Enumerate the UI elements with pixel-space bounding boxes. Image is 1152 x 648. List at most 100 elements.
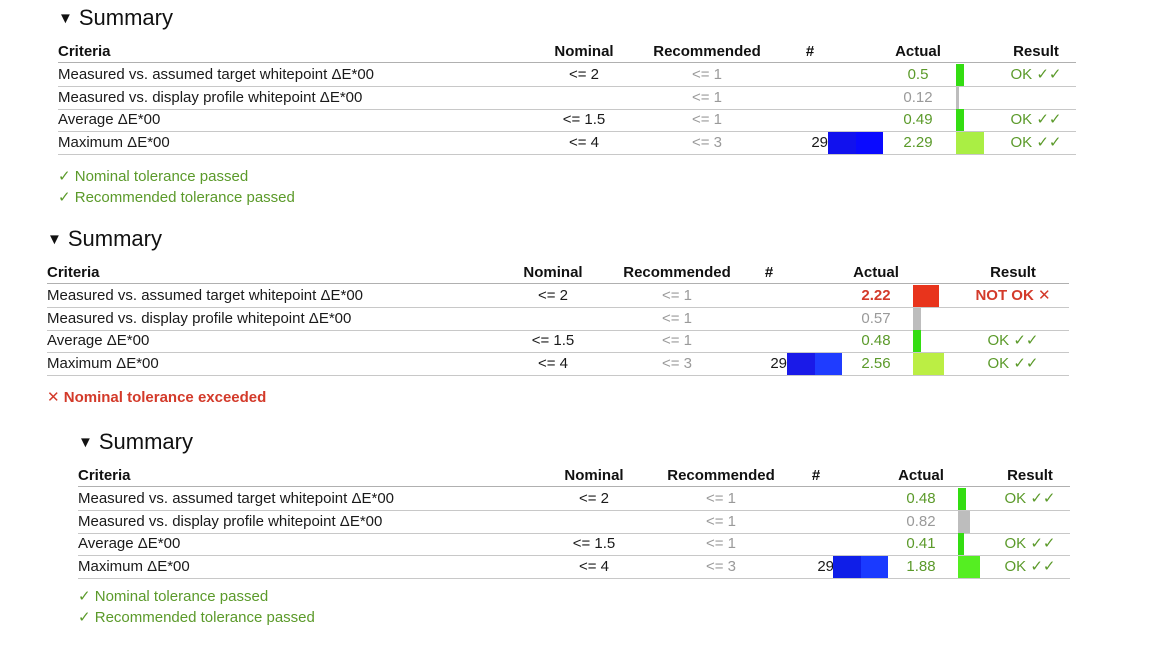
collapse-triangle-icon[interactable]: ▼ bbox=[58, 10, 73, 27]
header-count: # bbox=[805, 43, 815, 60]
criteria-cell: Measured vs. assumed target whitepoint Δ… bbox=[78, 490, 395, 507]
actual-cell: 0.48 bbox=[861, 332, 891, 349]
criteria-cell: Maximum ΔE*00 bbox=[78, 557, 190, 575]
nominal-cell: <= 4 bbox=[568, 133, 600, 151]
result-cell: OK ✓✓ bbox=[987, 354, 1039, 372]
nominal-cell: <= 1.5 bbox=[562, 111, 606, 128]
criteria-cell: Maximum ΔE*00 bbox=[47, 354, 159, 372]
tolerance-note: ✓ Nominal tolerance passed bbox=[78, 588, 269, 605]
header-result: Result bbox=[990, 264, 1036, 281]
actual-cell: 0.57 bbox=[861, 309, 891, 327]
recommended-cell: <= 1 bbox=[705, 512, 737, 530]
actual-cell: 2.29 bbox=[903, 133, 933, 151]
header-criteria: Criteria bbox=[78, 467, 131, 484]
actual-indicator-bar bbox=[956, 109, 964, 131]
criteria-cell: Average ΔE*00 bbox=[78, 535, 181, 552]
header-result: Result bbox=[1013, 43, 1059, 60]
header-count: # bbox=[811, 467, 821, 484]
worst-patch-swatch bbox=[833, 555, 861, 578]
header-actual: Actual bbox=[898, 467, 944, 484]
row-divider bbox=[78, 532, 1070, 534]
section-title: Summary bbox=[98, 429, 193, 454]
criteria-cell: Measured vs. display profile whitepoint … bbox=[58, 88, 363, 106]
actual-indicator-bar bbox=[958, 488, 966, 510]
actual-cell: 0.49 bbox=[903, 111, 933, 128]
criteria-cell: Average ΔE*00 bbox=[47, 332, 150, 349]
result-cell: OK ✓✓ bbox=[987, 332, 1039, 349]
criteria-cell: Average ΔE*00 bbox=[58, 111, 161, 128]
actual-cell: 0.48 bbox=[906, 490, 936, 507]
criteria-cell: Measured vs. assumed target whitepoint Δ… bbox=[58, 66, 375, 83]
tolerance-note: ✓ Recommended tolerance passed bbox=[78, 609, 315, 626]
header-nominal: Nominal bbox=[554, 43, 614, 60]
recommended-cell: <= 1 bbox=[691, 111, 723, 128]
recommended-cell: <= 1 bbox=[661, 309, 693, 327]
header-recommended: Recommended bbox=[623, 264, 731, 281]
section-toggle[interactable]: ▼ Summary bbox=[47, 226, 162, 253]
worst-patch-swatch bbox=[856, 131, 883, 154]
header-recommended: Recommended bbox=[653, 43, 761, 60]
patch-count-cell: 29 bbox=[811, 133, 828, 151]
row-divider bbox=[58, 108, 1076, 110]
actual-cell: 0.5 bbox=[907, 66, 929, 83]
result-cell: OK ✓✓ bbox=[1010, 111, 1062, 128]
result-cell: OK ✓✓ bbox=[1004, 535, 1056, 552]
table-header-divider bbox=[78, 486, 1070, 487]
recommended-cell: <= 1 bbox=[705, 490, 737, 507]
actual-indicator-bar bbox=[913, 330, 921, 352]
result-cell: OK ✓✓ bbox=[1004, 490, 1056, 507]
header-actual: Actual bbox=[853, 264, 899, 281]
tolerance-note: ✓ Recommended tolerance passed bbox=[58, 189, 295, 206]
row-divider bbox=[47, 329, 1069, 331]
result-cell: OK ✓✓ bbox=[1010, 66, 1062, 83]
recommended-cell: <= 1 bbox=[691, 88, 723, 106]
header-result: Result bbox=[1007, 467, 1053, 484]
recommended-cell: <= 1 bbox=[661, 287, 693, 304]
worst-patch-swatch bbox=[861, 555, 888, 578]
patch-count-cell: 29 bbox=[770, 354, 787, 372]
header-criteria: Criteria bbox=[58, 43, 111, 60]
collapse-triangle-icon[interactable]: ▼ bbox=[78, 434, 93, 451]
nominal-cell: <= 1.5 bbox=[572, 535, 616, 552]
actual-cell: 2.22 bbox=[861, 287, 891, 304]
table-header-divider bbox=[58, 62, 1076, 63]
nominal-cell: <= 2 bbox=[568, 66, 600, 83]
row-divider bbox=[47, 307, 1069, 308]
result-cell: NOT OK ✕ bbox=[975, 287, 1051, 304]
row-divider bbox=[58, 86, 1076, 87]
summary-section: ▼ Summary Criteria Nominal Recommended # Actua… bbox=[58, 5, 1076, 215]
actual-indicator-bar bbox=[958, 533, 964, 555]
row-divider bbox=[47, 374, 1069, 376]
section-toggle[interactable]: ▼ Summary bbox=[78, 429, 193, 456]
criteria-cell: Measured vs. display profile whitepoint … bbox=[78, 512, 383, 530]
actual-cell: 0.12 bbox=[903, 88, 933, 106]
recommended-cell: <= 1 bbox=[691, 66, 723, 83]
recommended-cell: <= 1 bbox=[705, 535, 737, 552]
actual-indicator-bar bbox=[958, 555, 980, 578]
actual-cell: 1.88 bbox=[906, 557, 936, 575]
actual-indicator-bar bbox=[956, 86, 959, 109]
header-recommended: Recommended bbox=[667, 467, 775, 484]
row-divider bbox=[78, 577, 1070, 579]
actual-indicator-bar bbox=[913, 307, 921, 330]
result-cell: OK ✓✓ bbox=[1010, 133, 1062, 151]
actual-cell: 0.82 bbox=[906, 512, 936, 530]
row-divider bbox=[47, 352, 1069, 353]
table-header-divider bbox=[47, 283, 1069, 284]
recommended-cell: <= 3 bbox=[661, 354, 693, 372]
header-count: # bbox=[764, 264, 774, 281]
actual-indicator-bar bbox=[913, 285, 939, 307]
recommended-cell: <= 3 bbox=[691, 133, 723, 151]
collapse-triangle-icon[interactable]: ▼ bbox=[47, 231, 62, 248]
tolerance-note: ✓ Nominal tolerance passed bbox=[58, 168, 249, 185]
header-criteria: Criteria bbox=[47, 264, 100, 281]
nominal-cell: <= 1.5 bbox=[531, 332, 575, 349]
header-actual: Actual bbox=[895, 43, 941, 60]
actual-indicator-bar bbox=[958, 510, 970, 533]
section-title: Summary bbox=[78, 5, 173, 30]
actual-cell: 2.56 bbox=[861, 354, 891, 372]
worst-patch-swatch bbox=[828, 131, 856, 154]
worst-patch-swatch bbox=[815, 352, 842, 375]
nominal-cell: <= 4 bbox=[537, 354, 569, 372]
section-toggle[interactable]: ▼ Summary bbox=[58, 5, 173, 32]
